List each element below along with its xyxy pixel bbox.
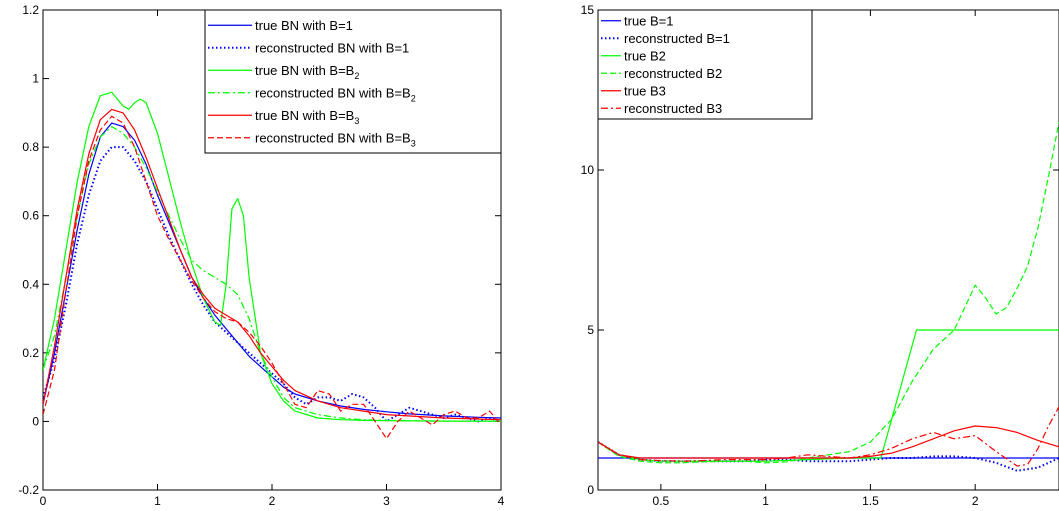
left-legend-label-2: reconstructed BN with B=1 [255,40,409,55]
left-y-tick-label: 0.6 [22,209,39,223]
right-series-line-6 [598,406,1059,467]
left-y-tick-label: 0.8 [22,140,39,154]
left-legend-label-3: true BN with B=B2 [255,63,359,81]
right-x-tick-label: 2 [972,494,979,508]
left-x-tick-label: 4 [498,494,505,508]
right-legend-label-5: true B3 [624,83,666,98]
right-legend-label-6: reconstructed B3 [624,101,722,116]
right-y-tick-label: 15 [581,3,595,17]
left-y-tick-label: 0.2 [22,346,39,360]
left-y-tick-label: 1.2 [22,3,39,17]
left-x-tick-label: 1 [154,494,161,508]
left-legend-label-4: reconstructed BN with B=B2 [255,85,416,103]
left-x-tick-label: 0 [40,494,47,508]
left-x-tick-label: 2 [269,494,276,508]
left-legend-label-1: true BN with B=1 [255,18,353,33]
left-y-tick-label: 1 [32,72,39,86]
left-legend-label-5: true BN with B=B3 [255,108,359,126]
right-legend-label-3: true B2 [624,48,666,63]
right-legend-box [597,9,813,120]
right-x-tick-label: 1 [762,494,769,508]
right-legend-label-1: true B=1 [624,13,674,28]
right-axes-box [597,9,1059,491]
right-series-line-3 [598,329,1059,462]
right-y-tick-label: 5 [587,323,594,337]
left-legend-label-6: reconstructed BN with B=B3 [255,130,416,148]
right-legend-label-4: reconstructed B2 [624,66,722,81]
left-y-tick-label: 0 [32,414,39,428]
left-y-tick-label: -0.2 [18,483,39,497]
left-series-line-4 [43,125,501,422]
left-series-line-3 [43,91,501,422]
left-legend: true BN with B=1 reconstructed BN with B=… [204,9,502,154]
left-x-tick-label: 3 [383,494,390,508]
right-y-tick-label: 10 [581,163,595,177]
right-y-tick-label: 0 [587,483,594,497]
right-series-line-4 [598,121,1059,464]
right-legend: true B=1 reconstructed B=1 true B2 reconstr… [597,9,813,120]
left-series-line-2 [43,146,501,423]
left-series-line-6 [43,115,501,440]
left-legend-box [204,9,502,154]
left-y-tick-label: 0.4 [22,277,39,291]
left-series-line-5 [43,108,501,421]
right-series-line-5 [598,425,1059,459]
right-x-tick-label: 0.5 [653,494,670,508]
right-legend-label-2: reconstructed B=1 [624,31,730,46]
right-x-tick-label: 1.5 [862,494,879,508]
